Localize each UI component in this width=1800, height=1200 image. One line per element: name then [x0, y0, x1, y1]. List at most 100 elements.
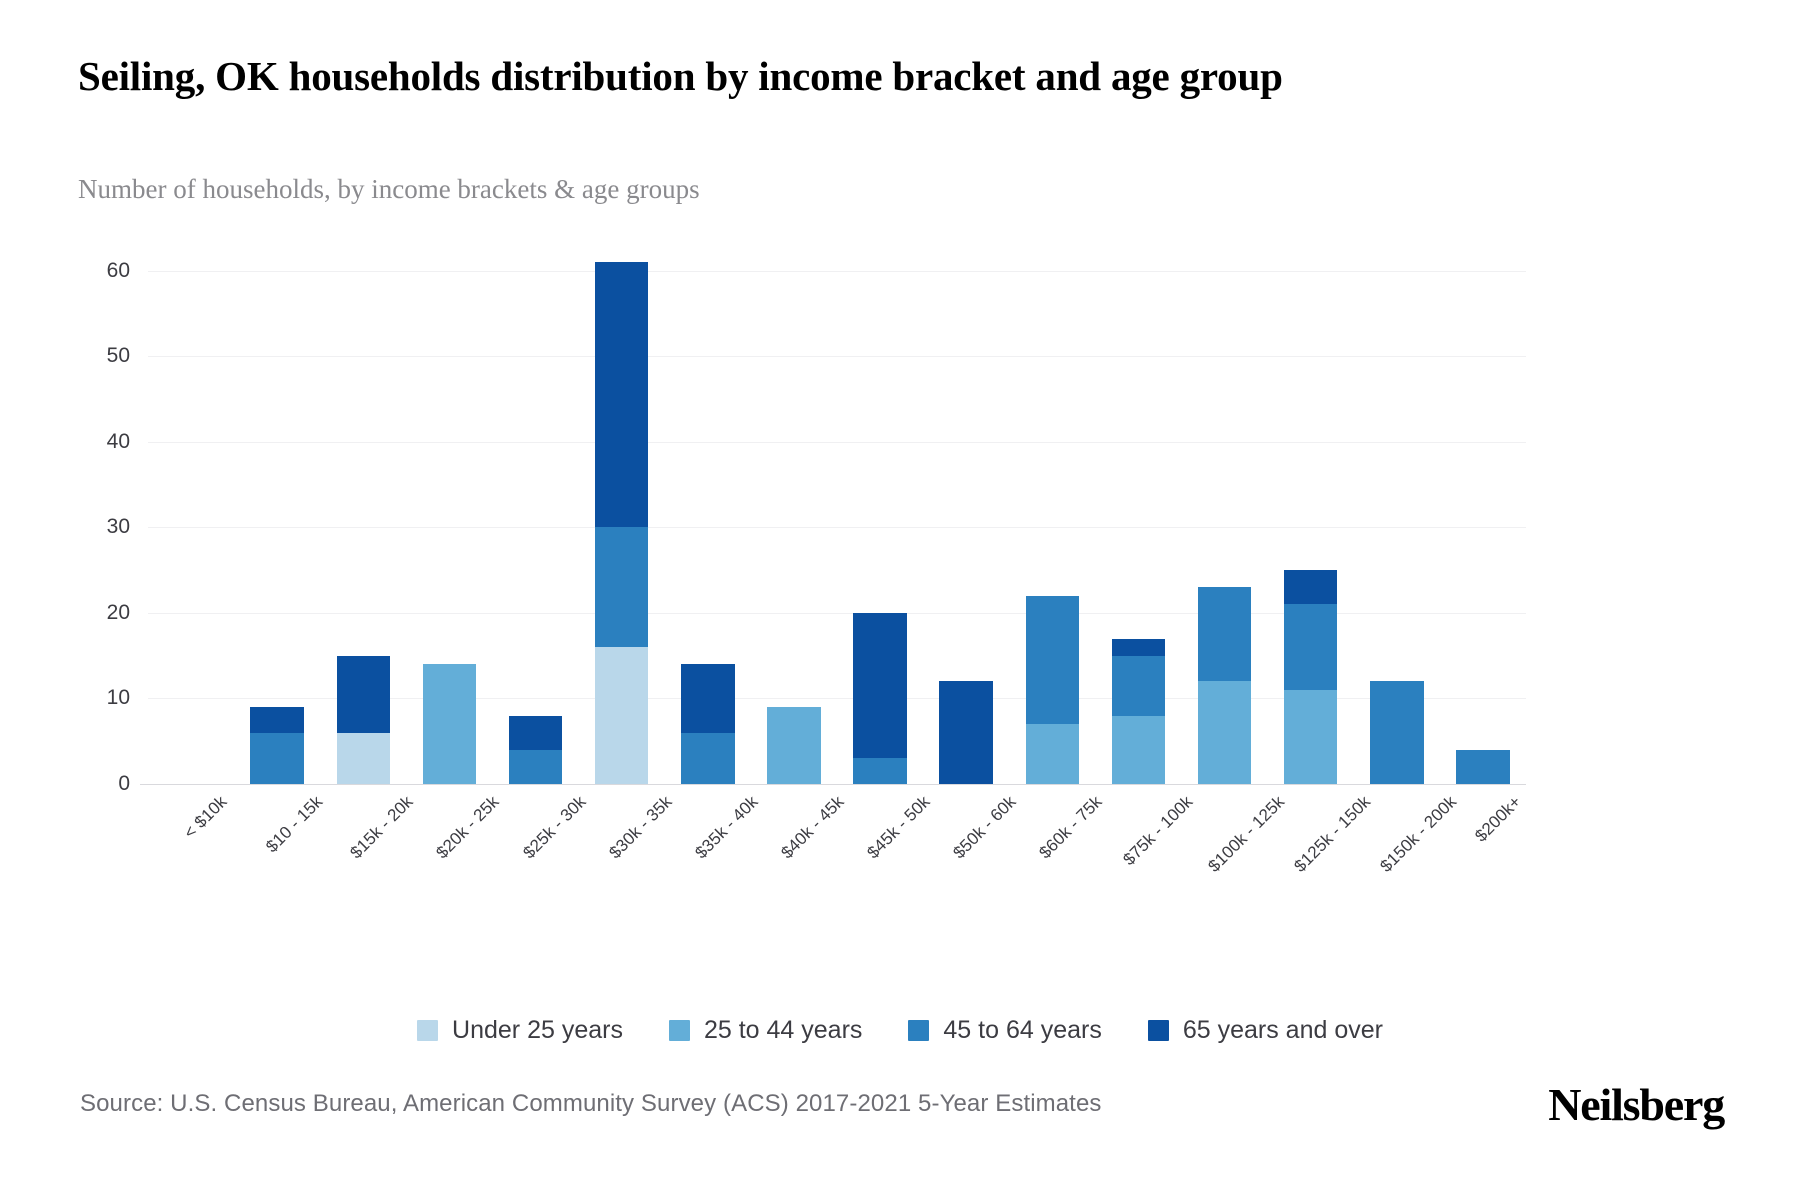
x-axis-label-slot: $15k - 20k	[320, 786, 417, 916]
gridline	[148, 698, 1526, 700]
x-axis-tick-label: $200k+	[1471, 792, 1525, 846]
bar-group[interactable]	[320, 262, 406, 784]
bar-segment[interactable]	[1025, 724, 1079, 784]
bar-group[interactable]	[234, 262, 320, 784]
bar-stack[interactable]	[1197, 587, 1252, 784]
bar-segment[interactable]	[1370, 681, 1424, 784]
bar-stack[interactable]	[1025, 595, 1079, 784]
x-axis-label-slot: $75k - 100k	[1095, 786, 1197, 916]
bar-group[interactable]	[579, 262, 665, 784]
bar-stack[interactable]	[767, 706, 821, 784]
bar-segment[interactable]	[1456, 749, 1510, 784]
bar-segment[interactable]	[1111, 638, 1166, 656]
legend-label: 25 to 44 years	[703, 1016, 863, 1044]
x-axis-line	[140, 784, 1526, 785]
brand-logo: Neilsberg	[1548, 1079, 1725, 1130]
bar-stack[interactable]	[422, 664, 477, 784]
y-axis-tick-label: 20	[106, 600, 130, 624]
y-axis-tick-label: 10	[106, 686, 130, 710]
y-axis-tick-label: 50	[106, 344, 130, 368]
x-axis-labels: < $10k $10 - 15k $15k - 20k $20k - 25k $25k …	[148, 786, 1526, 916]
bar-segment[interactable]	[1111, 715, 1166, 784]
legend-item[interactable]: 25 to 44 years	[668, 1016, 863, 1045]
bar-segment[interactable]	[1283, 604, 1338, 690]
bar-segment[interactable]	[250, 732, 304, 784]
bar-segment[interactable]	[508, 715, 563, 750]
bar-group[interactable]	[1268, 262, 1354, 784]
y-axis-tick-label: 30	[106, 515, 130, 539]
bar-segment[interactable]	[594, 527, 649, 648]
bar-segment[interactable]	[853, 612, 907, 759]
legend-label: 45 to 64 years	[943, 1016, 1102, 1044]
bar-stack[interactable]	[1370, 681, 1424, 784]
bar-group[interactable]	[1440, 262, 1526, 784]
x-axis-label-slot: $10 - 15k	[234, 786, 326, 916]
x-axis-tick-label: < $10k	[180, 792, 231, 843]
gridline	[148, 356, 1526, 358]
legend-item[interactable]: Under 25 years	[417, 1016, 623, 1045]
gridline	[148, 527, 1526, 529]
bar-stack[interactable]	[1283, 570, 1338, 784]
bar-segment[interactable]	[1025, 595, 1079, 725]
bar-segment[interactable]	[594, 262, 649, 528]
legend-swatch-icon	[417, 1020, 439, 1041]
bar-stack[interactable]	[250, 706, 304, 784]
x-axis-label-slot: $150k - 200k	[1354, 786, 1460, 916]
legend-swatch-icon	[668, 1020, 690, 1041]
bar-segment[interactable]	[508, 749, 563, 784]
bar-segment[interactable]	[767, 706, 821, 784]
bar-stack[interactable]	[1111, 638, 1166, 784]
x-axis-label-slot: $40k - 45k	[751, 786, 847, 916]
bar-segment[interactable]	[594, 647, 649, 784]
bar-group[interactable]	[406, 262, 492, 784]
bar-segment[interactable]	[336, 732, 390, 784]
bar-segment[interactable]	[681, 732, 735, 784]
bar-segment[interactable]	[939, 681, 993, 784]
legend-swatch-icon	[908, 1020, 930, 1041]
bar-segment[interactable]	[250, 706, 304, 733]
bar-series-group	[148, 262, 1526, 784]
x-axis-tick-label: $10 - 15k	[262, 792, 327, 857]
bar-stack[interactable]	[508, 715, 563, 784]
bar-segment[interactable]	[1197, 681, 1252, 784]
bar-segment[interactable]	[422, 664, 477, 784]
bar-group[interactable]	[665, 262, 751, 784]
bar-stack[interactable]	[853, 612, 907, 784]
gridline	[148, 441, 1526, 443]
bar-segment[interactable]	[1283, 570, 1338, 605]
bar-group[interactable]	[1354, 262, 1440, 784]
bar-stack[interactable]	[336, 655, 390, 784]
bar-segment[interactable]	[681, 664, 735, 733]
bar-stack[interactable]	[594, 262, 649, 784]
x-axis-label-slot: $200k+	[1440, 786, 1526, 916]
x-axis-label-slot: $35k - 40k	[665, 786, 761, 916]
bar-group[interactable]	[837, 262, 923, 784]
y-axis-tick-label: 60	[106, 258, 130, 282]
legend-label: 65 years and over	[1182, 1016, 1383, 1044]
bar-segment[interactable]	[1111, 655, 1166, 716]
bar-group[interactable]	[1009, 262, 1095, 784]
bar-stack[interactable]	[939, 681, 993, 784]
x-axis-label-slot: $25k - 30k	[493, 786, 589, 916]
bar-group[interactable]	[148, 262, 234, 784]
bar-segment[interactable]	[1283, 689, 1338, 784]
bar-group[interactable]	[923, 262, 1009, 784]
bar-group[interactable]	[1095, 262, 1181, 784]
legend-item[interactable]: 65 years and over	[1147, 1016, 1383, 1045]
bar-segment[interactable]	[336, 655, 390, 733]
x-axis-label-slot: $50k - 60k	[923, 786, 1020, 916]
bar-group[interactable]	[493, 262, 579, 784]
source-note: Source: U.S. Census Bureau, American Com…	[80, 1090, 1102, 1117]
x-axis-label-slot: $60k - 75k	[1009, 786, 1106, 916]
y-axis-tick-label: 40	[106, 429, 130, 453]
legend-item[interactable]: 45 to 64 years	[908, 1016, 1102, 1045]
bar-segment[interactable]	[1197, 587, 1252, 682]
x-axis-label-slot: $45k - 50k	[837, 786, 933, 916]
bar-segment[interactable]	[853, 758, 907, 784]
bar-group[interactable]	[751, 262, 837, 784]
bar-group[interactable]	[1182, 262, 1268, 784]
bar-stack[interactable]	[681, 664, 735, 784]
bar-stack[interactable]	[1456, 749, 1510, 784]
x-axis-label-slot: $30k - 35k	[579, 786, 675, 916]
